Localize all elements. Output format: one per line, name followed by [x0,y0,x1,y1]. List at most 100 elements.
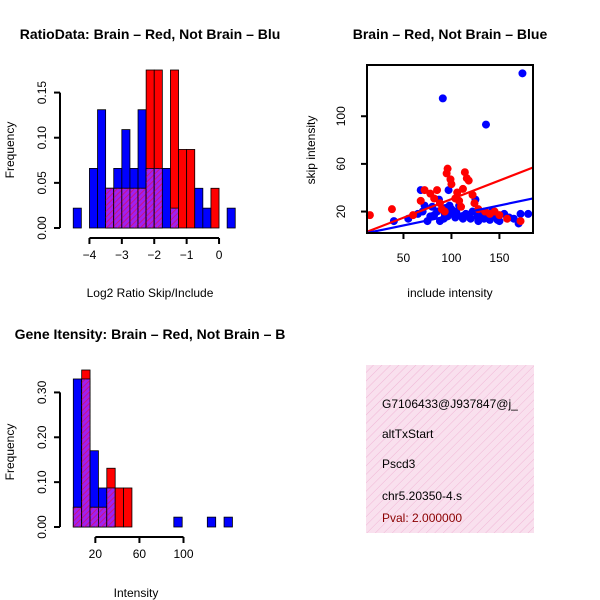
bar-brain [186,149,196,229]
bar-notbrain [206,516,217,528]
info-panel-background [366,365,534,533]
bar-overlap-hatch [113,188,122,228]
bar-brain [123,487,133,528]
chart3-axes: 20 60 100 0.00 0.10 0.20 0.30 [35,380,194,561]
chart1-bars [72,69,236,229]
point-brain [447,180,456,189]
x-tick-label: 150 [489,251,509,265]
chart2-points [365,69,534,235]
x-tick-label: 100 [173,547,193,561]
x-tick-label: −4 [83,248,97,262]
chart2-ylabel: skip intensity [304,116,318,185]
info-line-gene: Pscd3 [382,457,416,471]
fit-line-notbrain [366,197,534,235]
y-tick-label: 20 [334,205,348,219]
point-brain [468,190,477,199]
point-brain [387,205,396,214]
point-brain [457,202,466,211]
bar-notbrain [173,516,183,528]
bar-overlap-hatch [121,188,130,228]
point-brain [458,184,467,193]
info-panel: G7106433@J937847@j_ altTxStart Pscd3 chr… [366,365,534,533]
bar-overlap-hatch [81,378,91,527]
x-tick-label: 50 [397,251,411,265]
y-tick-label: 0.10 [35,470,49,494]
info-line-location: chr5.20350-4.s [382,489,462,503]
point-notbrain [481,120,490,129]
info-pval: Pval: 2.000000 [382,511,462,525]
point-notbrain [438,94,447,103]
chart1-axes: −4 −3 −2 −1 0 0.00 0.05 0.10 0.15 [35,81,223,262]
x-tick-label: −1 [180,248,194,262]
chart1-title: RatioData: Brain – Red, Not Brain – Blu [20,26,281,42]
y-tick-label: 0.05 [35,171,49,195]
point-brain [453,188,462,197]
gene-intensity-histogram: Gene Itensity: Brain – Red, Not Brain – … [3,326,285,600]
y-tick-label: 100 [334,106,348,126]
point-brain [440,207,449,216]
bar-brain [170,69,179,229]
y-tick-label: 60 [334,157,348,171]
chart3-ylabel: Frequency [3,424,17,481]
y-tick-label: 0.10 [35,126,49,150]
bar-notbrain [89,168,98,229]
bar-overlap-hatch [154,168,163,228]
x-tick-label: 100 [441,251,461,265]
point-brain [516,217,525,226]
point-brain [470,199,479,208]
point-notbrain [466,214,475,223]
info-line-id: G7106433@J937847@j_ [382,397,518,411]
intensity-scatter: Brain – Red, Not Brain – Blue 50 100 150 20… [304,26,547,300]
bar-overlap-hatch [106,487,116,527]
point-brain [430,194,439,203]
y-tick-label: 0.00 [35,515,49,539]
bar-notbrain [202,207,212,229]
bar-notbrain [161,168,171,229]
chart1-ylabel: Frequency [3,122,17,179]
y-tick-label: 0.00 [35,216,49,240]
bar-brain [210,187,220,229]
point-brain [416,196,425,205]
x-tick-label: 20 [89,547,103,561]
chart2-title: Brain – Red, Not Brain – Blue [353,26,548,42]
chart2-axes: 50 100 150 20 60 100 [334,64,534,265]
bar-overlap-hatch [129,188,139,228]
bar-notbrain [194,187,204,229]
x-tick-label: 60 [133,547,147,561]
chart2-xlabel: include intensity [407,286,492,300]
bar-overlap-hatch [146,168,155,228]
point-notbrain [524,209,533,218]
chart3-bars [72,369,233,528]
bar-brain [114,487,124,528]
chart1-xlabel: Log2 Ratio Skip/Include [87,286,214,300]
point-brain [433,186,442,195]
fit-line-brain [366,166,534,233]
point-notbrain [444,186,453,195]
y-tick-label: 0.15 [35,81,49,105]
chart3-xlabel: Intensity [114,586,159,600]
x-tick-label: 0 [216,248,223,262]
x-tick-label: −3 [115,248,129,262]
x-tick-label: −2 [147,248,161,262]
bar-notbrain [223,516,233,528]
bar-overlap-hatch [138,188,147,228]
y-tick-label: 0.30 [35,380,49,404]
bar-notbrain [226,207,236,229]
bar-overlap-hatch [73,507,82,527]
point-brain [495,211,504,220]
point-brain [443,164,452,173]
plot-frame [366,64,534,234]
point-notbrain [516,209,525,218]
bar-overlap-hatch [105,188,114,228]
bar-brain [178,149,188,229]
bar-overlap-hatch [90,507,99,527]
point-notbrain [495,217,504,226]
ratio-histogram: RatioData: Brain – Red, Not Brain – Blu … [3,26,280,300]
point-brain [420,186,429,195]
info-line-event: altTxStart [382,427,434,441]
point-notbrain [518,69,527,78]
bar-overlap-hatch [170,208,179,228]
point-brain [464,176,473,185]
bar-overlap-hatch [98,507,107,527]
